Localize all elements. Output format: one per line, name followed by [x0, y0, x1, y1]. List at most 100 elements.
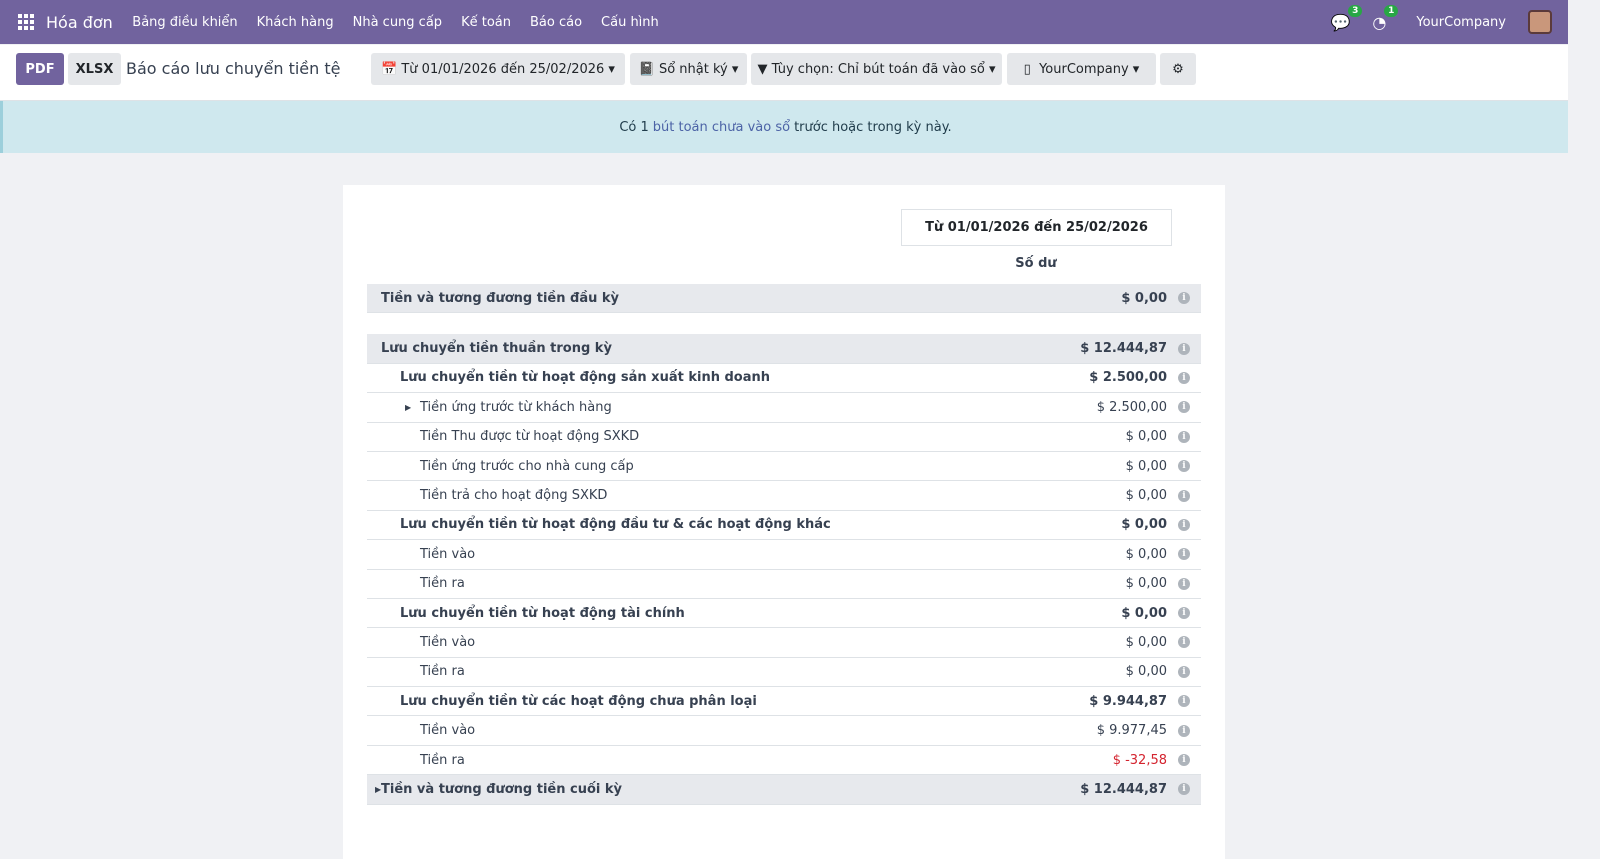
info-icon[interactable]: i: [1167, 342, 1201, 355]
report-card: Từ 01/01/2026 đến 25/02/2026 Số dư Tiền …: [343, 185, 1225, 859]
info-icon[interactable]: i: [1167, 548, 1201, 561]
info-icon[interactable]: i: [1167, 460, 1201, 473]
caret-down-icon: ▾: [1128, 61, 1140, 77]
expand-caret-icon[interactable]: ▶: [375, 784, 382, 794]
activities-icon[interactable]: ◔ 1: [1372, 4, 1399, 32]
menu-configuration[interactable]: Cấu hình: [601, 14, 659, 30]
table-row: Tiền vào $ 9.977,45 i: [367, 716, 1201, 746]
filter-icon: ▼: [757, 61, 772, 77]
messages-badge: 3: [1348, 4, 1363, 17]
control-panel: PDF XLSX Báo cáo lưu chuyển tiền tệ 📅 Từ…: [0, 45, 1568, 101]
info-icon[interactable]: i: [1167, 754, 1201, 767]
row-value[interactable]: $ 2.500,00: [1096, 399, 1167, 415]
menu-vendors[interactable]: Nhà cung cấp: [352, 14, 443, 30]
row-value[interactable]: $ 0,00: [1125, 546, 1167, 562]
row-value[interactable]: $ 0,00: [1125, 664, 1167, 680]
table-row: Tiền ứng trước cho nhà cung cấp $ 0,00 i: [367, 452, 1201, 482]
row-value[interactable]: $ 9.977,45: [1096, 723, 1167, 739]
table-row: Lưu chuyển tiền thuần trong kỳ $ 12.444,8…: [367, 334, 1201, 364]
unposted-entries-link[interactable]: bút toán chưa vào sổ: [652, 119, 791, 135]
expand-caret-icon[interactable]: ▶: [405, 402, 412, 412]
menu-reporting[interactable]: Báo cáo: [529, 14, 583, 30]
menu-customers[interactable]: Khách hàng: [256, 14, 334, 30]
info-icon[interactable]: i: [1167, 607, 1201, 620]
info-icon[interactable]: i: [1167, 371, 1201, 384]
info-icon[interactable]: i: [1167, 724, 1201, 737]
row-value[interactable]: $ 0,00: [1121, 290, 1167, 306]
info-icon[interactable]: i: [1167, 401, 1201, 414]
table-row: Tiền Thu được từ hoạt động SXKD $ 0,00 i: [367, 423, 1201, 452]
row-label: Tiền vào: [420, 546, 476, 562]
row-value[interactable]: $ 12.444,87: [1080, 781, 1167, 797]
avatar[interactable]: [1528, 10, 1552, 34]
row-label: Tiền và tương đương tiền cuối kỳ: [381, 781, 623, 797]
row-label: Lưu chuyển tiền từ hoạt động đầu tư & cá…: [400, 517, 831, 533]
info-icon[interactable]: i: [1167, 518, 1201, 531]
row-value[interactable]: $ 9.944,87: [1089, 693, 1167, 709]
info-icon[interactable]: i: [1167, 783, 1201, 796]
row-label: Tiền và tương đương tiền đầu kỳ: [381, 290, 620, 306]
journals-filter-button[interactable]: 📓 Sổ nhật ký ▾: [630, 53, 747, 85]
row-label: Tiền ứng trước cho nhà cung cấp: [420, 458, 634, 474]
row-label: Tiền vào: [420, 723, 476, 739]
row-label: Lưu chuyển tiền từ các hoạt động chưa ph…: [400, 693, 757, 709]
column-header-balance: Số dư: [1015, 256, 1057, 271]
menu-dashboard[interactable]: Bảng điều khiển: [132, 14, 238, 30]
table-row: Lưu chuyển tiền từ các hoạt động chưa ph…: [367, 687, 1201, 717]
messages-icon[interactable]: 💬 3: [1331, 4, 1363, 32]
spacer-row: [367, 313, 1201, 334]
xlsx-button[interactable]: XLSX: [68, 53, 121, 85]
row-value[interactable]: $ -32,58: [1112, 752, 1167, 768]
info-icon[interactable]: i: [1167, 430, 1201, 443]
caret-down-icon: ▾: [984, 61, 996, 77]
row-label: Lưu chuyển tiền từ hoạt động sản xuất ki…: [400, 370, 770, 386]
row-value[interactable]: $ 0,00: [1125, 576, 1167, 592]
table-row: Tiền ra $ -32,58 i: [367, 746, 1201, 776]
app-name[interactable]: Hóa đơn: [46, 12, 113, 32]
settings-button[interactable]: ⚙: [1160, 53, 1196, 85]
info-icon[interactable]: i: [1167, 292, 1201, 305]
row-label: Lưu chuyển tiền từ hoạt động tài chính: [400, 605, 685, 621]
row-value[interactable]: $ 0,00: [1121, 517, 1167, 533]
table-row: Tiền và tương đương tiền đầu kỳ $ 0,00 i: [367, 284, 1201, 314]
row-label: Tiền ra: [420, 752, 465, 768]
row-label: Tiền trả cho hoạt động SXKD: [420, 488, 608, 504]
pdf-button[interactable]: PDF: [16, 53, 64, 85]
menu-accounting[interactable]: Kế toán: [461, 14, 511, 30]
options-filter-button[interactable]: ▼ Tùy chọn: Chỉ bút toán đã vào sổ ▾: [751, 53, 1002, 85]
date-filter-button[interactable]: 📅 Từ 01/01/2026 đến 25/02/2026 ▾: [371, 53, 625, 85]
row-value[interactable]: $ 12.444,87: [1080, 341, 1167, 357]
period-header: Từ 01/01/2026 đến 25/02/2026: [901, 209, 1172, 246]
calendar-icon: 📅: [381, 61, 402, 77]
table-row: Tiền trả cho hoạt động SXKD $ 0,00 i: [367, 481, 1201, 511]
info-icon[interactable]: i: [1167, 636, 1201, 649]
table-row: Tiền ra $ 0,00 i: [367, 570, 1201, 599]
table-row: Tiền vào $ 0,00 i: [367, 540, 1201, 570]
row-value[interactable]: $ 0,00: [1125, 488, 1167, 504]
info-icon[interactable]: i: [1167, 577, 1201, 590]
building-icon: ▯: [1023, 61, 1040, 77]
activities-badge: 1: [1384, 4, 1399, 17]
info-icon[interactable]: i: [1167, 695, 1201, 708]
company-switcher[interactable]: YourCompany: [1416, 14, 1506, 30]
table-row: Lưu chuyển tiền từ hoạt động sản xuất ki…: [367, 364, 1201, 394]
report-table: Tiền và tương đương tiền đầu kỳ $ 0,00 i Lư…: [367, 284, 1201, 805]
row-label: Tiền ra: [420, 576, 465, 592]
scrollbar[interactable]: [1568, 0, 1600, 859]
row-label: Tiền Thu được từ hoạt động SXKD: [420, 429, 640, 445]
book-icon: 📓: [638, 61, 659, 77]
table-row[interactable]: ▶ Tiền và tương đương tiền cuối kỳ $ 12.44…: [367, 775, 1201, 805]
info-icon[interactable]: i: [1167, 489, 1201, 502]
caret-down-icon: ▾: [604, 61, 615, 77]
company-filter-button[interactable]: ▯ YourCompany ▾: [1007, 53, 1156, 85]
table-row[interactable]: ▶ Tiền ứng trước từ khách hàng $ 2.500,00 i: [367, 393, 1201, 423]
row-value[interactable]: $ 0,00: [1125, 634, 1167, 650]
row-value[interactable]: $ 0,00: [1125, 458, 1167, 474]
row-value[interactable]: $ 0,00: [1121, 605, 1167, 621]
row-value[interactable]: $ 2.500,00: [1089, 370, 1167, 386]
info-icon[interactable]: i: [1167, 665, 1201, 678]
row-label: Tiền vào: [420, 634, 476, 650]
apps-menu-icon[interactable]: [18, 14, 34, 30]
row-value[interactable]: $ 0,00: [1125, 429, 1167, 445]
unposted-entries-alert: Có 1 bút toán chưa vào sổ trước hoặc tro…: [0, 101, 1568, 153]
